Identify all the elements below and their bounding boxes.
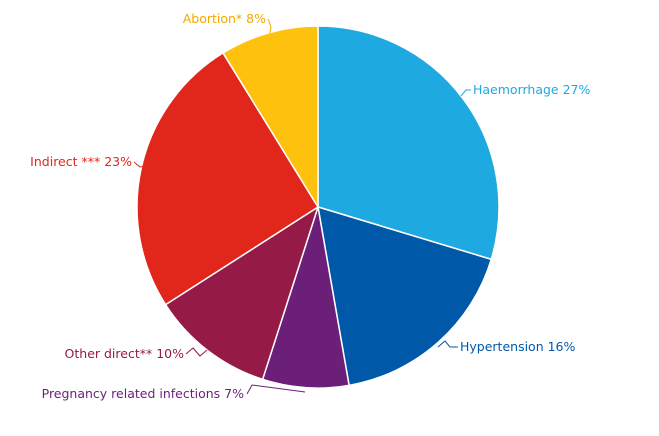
slice-label: Hypertension 16% xyxy=(460,339,576,354)
leader-line xyxy=(460,89,471,97)
leader-line xyxy=(267,18,272,34)
pie-slices xyxy=(136,25,500,389)
leader-line xyxy=(437,340,458,348)
pie-slice-haemorrhage xyxy=(317,25,500,261)
pie-slice-hypertension xyxy=(317,206,493,387)
slice-label: Indirect *** 23% xyxy=(30,154,132,169)
pie-slice-other-direct xyxy=(164,206,319,381)
leader-line xyxy=(133,161,148,168)
label-leader-lines xyxy=(133,18,471,395)
leader-line xyxy=(246,384,306,395)
leader-line xyxy=(185,347,208,357)
slice-label: Pregnancy related infections 7% xyxy=(42,386,244,401)
slice-label: Abortion* 8% xyxy=(183,11,266,26)
slice-label: Haemorrhage 27% xyxy=(473,82,590,97)
slice-labels: Haemorrhage 27% Hypertension 16% Pregnancy… xyxy=(30,11,590,401)
pie-slice-abortion xyxy=(222,25,319,208)
slice-label: Other direct** 10% xyxy=(65,346,185,361)
